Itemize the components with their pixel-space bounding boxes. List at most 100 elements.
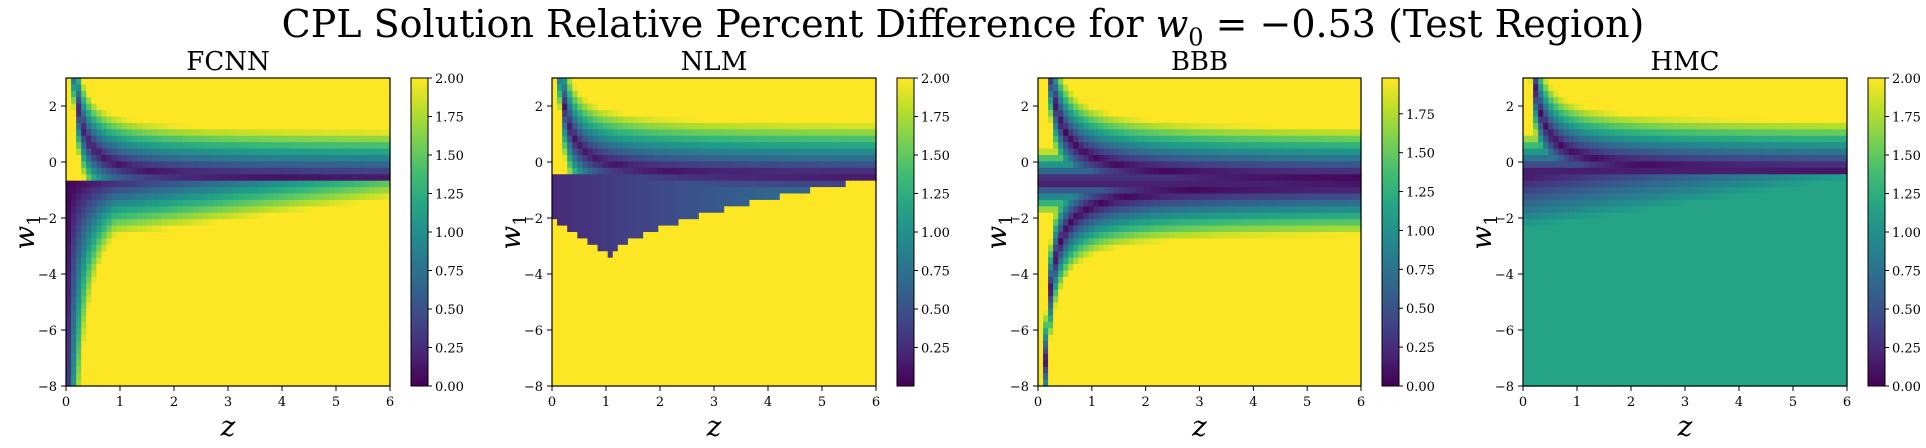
heatmap-cell — [683, 122, 690, 130]
heatmap-cell — [177, 232, 184, 240]
heatmap-cell — [572, 110, 578, 118]
heatmap-cell — [76, 244, 82, 252]
heatmap-cell — [298, 315, 305, 323]
heatmap-cell — [744, 353, 751, 361]
heatmap-cell — [91, 309, 97, 317]
heatmap-cell — [152, 341, 158, 349]
heatmap-cell — [552, 84, 558, 92]
heatmap-cell — [658, 161, 664, 169]
heatmap-cell — [663, 373, 670, 381]
heatmap-cell — [228, 142, 234, 150]
heatmap-cell — [719, 315, 725, 323]
heatmap-cell — [187, 122, 194, 130]
heatmap-cell — [172, 334, 178, 342]
heatmap-cell — [349, 187, 356, 195]
heatmap-cell — [572, 78, 578, 86]
heatmap-cell — [607, 212, 614, 220]
heatmap-cell — [339, 219, 346, 227]
heatmap-cell — [739, 187, 745, 195]
heatmap-cell — [658, 110, 664, 118]
heatmap-cell — [233, 116, 239, 124]
heatmap-cell — [253, 366, 259, 374]
heatmap-cell — [653, 148, 659, 156]
heatmap-cell — [141, 289, 148, 297]
heatmap-cell — [622, 283, 629, 291]
heatmap-cell — [283, 341, 290, 349]
heatmap-cell — [577, 328, 583, 336]
heatmap-cell — [567, 276, 573, 284]
heatmap-cell — [258, 366, 265, 374]
heatmap-cell — [243, 193, 249, 201]
heatmap-cell — [197, 347, 204, 355]
heatmap-cell — [81, 315, 87, 323]
heatmap-cell — [192, 206, 199, 214]
heatmap-cell — [172, 225, 178, 233]
heatmap-cell — [222, 116, 229, 124]
heatmap-cell — [314, 373, 320, 381]
heatmap-cell — [278, 84, 285, 92]
heatmap-cell — [233, 321, 239, 329]
heatmap-cell — [243, 212, 249, 220]
heatmap-cell — [597, 212, 604, 220]
heatmap-cell — [643, 315, 649, 323]
heatmap-cell — [673, 103, 680, 111]
heatmap-cell — [638, 341, 644, 349]
heatmap-cell — [192, 187, 199, 195]
heatmap-cell — [278, 289, 285, 297]
heatmap-cell — [612, 341, 619, 349]
heatmap-cell — [729, 199, 735, 207]
heatmap-cell — [567, 180, 573, 188]
heatmap-cell — [688, 97, 695, 105]
heatmap-cell — [182, 353, 189, 361]
heatmap-cell — [658, 187, 664, 195]
heatmap-cell — [278, 276, 285, 284]
heatmap-cell — [739, 257, 745, 265]
heatmap-cell — [96, 219, 103, 227]
heatmap-cell — [648, 155, 654, 163]
heatmap-cell — [162, 353, 168, 361]
heatmap-cell — [152, 212, 158, 220]
heatmap-cell — [309, 148, 315, 156]
heatmap-cell — [663, 199, 670, 207]
heatmap-cell — [587, 334, 594, 342]
heatmap-cell — [698, 167, 705, 175]
heatmap-cell — [374, 289, 381, 297]
heatmap-cell — [141, 161, 148, 169]
heatmap-cell — [303, 373, 310, 381]
heatmap-cell — [248, 148, 254, 156]
heatmap-cell — [374, 225, 381, 233]
heatmap-cell — [724, 135, 730, 143]
heatmap-cell — [653, 347, 659, 355]
heatmap-cell — [617, 225, 624, 233]
heatmap-cell — [719, 167, 725, 175]
heatmap-cell — [197, 199, 204, 207]
heatmap-cell — [106, 283, 113, 291]
heatmap-cell — [298, 174, 305, 182]
heatmap-cell — [101, 174, 108, 182]
heatmap-cell — [643, 225, 649, 233]
heatmap-cell — [653, 212, 659, 220]
heatmap-cell — [217, 90, 224, 98]
heatmap-cell — [243, 347, 249, 355]
heatmap-cell — [248, 379, 254, 387]
heatmap-cell — [263, 84, 270, 92]
heatmap-cell — [693, 302, 700, 310]
heatmap-cell — [303, 110, 310, 118]
heatmap-cell — [339, 110, 346, 118]
heatmap-cell — [278, 257, 285, 265]
heatmap-cell — [673, 90, 680, 98]
heatmap-cell — [303, 199, 310, 207]
heatmap-cell — [71, 219, 77, 227]
heatmap-cell — [121, 379, 128, 387]
heatmap-cell — [141, 219, 148, 227]
heatmap-cell — [688, 360, 695, 368]
heatmap-cell — [607, 244, 614, 252]
heatmap-cell — [562, 219, 568, 227]
heatmap-cell — [116, 167, 123, 175]
heatmap-cell — [314, 315, 320, 323]
heatmap-cell — [587, 84, 594, 92]
heatmap-cell — [693, 148, 700, 156]
heatmap-cell — [597, 373, 604, 381]
heatmap-cell — [668, 283, 675, 291]
heatmap-cell — [136, 276, 143, 284]
